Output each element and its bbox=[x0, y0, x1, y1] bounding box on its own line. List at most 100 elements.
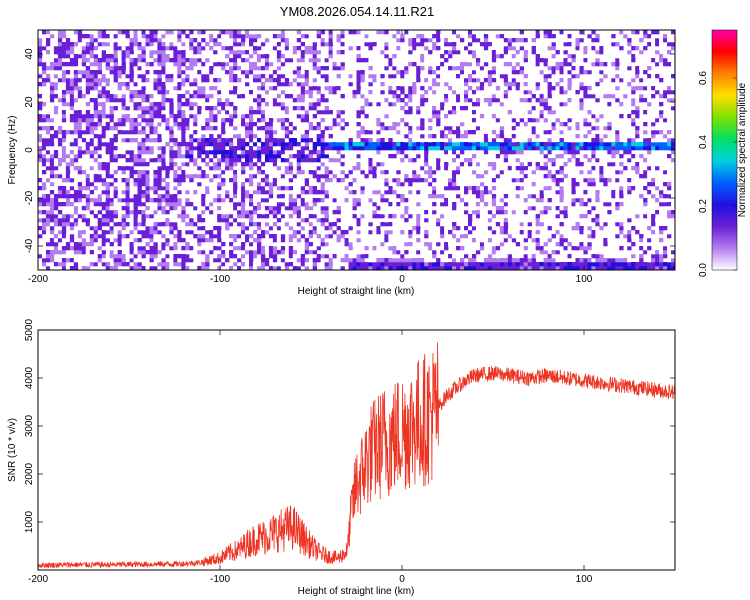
spectrogram-cell bbox=[185, 154, 190, 159]
spectrogram-cell bbox=[300, 206, 306, 211]
spectrogram-cell bbox=[364, 266, 369, 270]
spectrogram-cell bbox=[197, 222, 202, 227]
spectrogram-cell bbox=[412, 114, 417, 119]
spectrogram-cell bbox=[189, 78, 194, 83]
spectrogram-cell bbox=[332, 46, 337, 51]
spectrogram-cell bbox=[189, 134, 194, 139]
spectrogram-cell bbox=[272, 214, 278, 219]
spectrogram-cell bbox=[491, 134, 497, 139]
spectrogram-cell bbox=[352, 266, 357, 270]
spectrogram-cell bbox=[344, 242, 349, 247]
spectrogram-cell bbox=[336, 162, 341, 167]
spectrogram-cell bbox=[53, 158, 59, 163]
spectrogram-cell bbox=[137, 174, 142, 179]
spectrogram-cell bbox=[296, 234, 302, 239]
spectrogram-cell bbox=[479, 242, 485, 247]
spectrogram-cell bbox=[161, 86, 166, 91]
spectrogram-cell bbox=[288, 106, 294, 111]
spectrogram-cell bbox=[460, 186, 465, 191]
spectrogram-cell bbox=[332, 94, 337, 99]
spectrogram-cell bbox=[368, 146, 373, 151]
spectrogram-cell bbox=[97, 142, 102, 147]
spectrogram-cell bbox=[165, 154, 170, 159]
spectrogram-cell bbox=[456, 38, 461, 43]
spectrogram-cell bbox=[129, 170, 134, 175]
spectrogram-cell bbox=[260, 142, 266, 147]
spectrogram-cell bbox=[77, 246, 83, 251]
spectrogram-cell bbox=[424, 158, 429, 163]
spectrogram-cell bbox=[356, 94, 361, 99]
spectrogram-cell bbox=[217, 42, 222, 47]
spectrogram-cell bbox=[101, 258, 106, 263]
spectrogram-cell bbox=[495, 178, 501, 183]
spectrogram-cell bbox=[209, 198, 214, 203]
spectrogram-cell bbox=[105, 242, 110, 247]
spectrogram-cell bbox=[463, 106, 469, 111]
spectrogram-cell bbox=[440, 86, 445, 91]
spectrogram-cell bbox=[141, 82, 146, 87]
spectrogram-cell bbox=[173, 38, 178, 43]
spectrogram-cell bbox=[348, 74, 353, 79]
spectrogram-cell bbox=[41, 138, 47, 143]
spectrogram-cell bbox=[388, 214, 393, 219]
spectrogram-cell bbox=[320, 238, 325, 243]
spectrogram-cell bbox=[201, 126, 206, 131]
spectrogram-cell bbox=[241, 110, 246, 115]
spectrogram-cell bbox=[288, 222, 294, 227]
spectrogram-cell bbox=[49, 134, 55, 139]
spectrogram-cell bbox=[81, 74, 87, 79]
spectrogram-cell bbox=[97, 238, 102, 243]
spectrogram-cell bbox=[416, 170, 421, 175]
spectrogram-cell bbox=[340, 146, 345, 151]
spectrogram-cell bbox=[177, 98, 182, 103]
spectrogram-cell bbox=[376, 162, 381, 167]
spectrogram-cell bbox=[177, 222, 182, 227]
spectrogram-cell bbox=[460, 118, 465, 123]
spectrogram-cell bbox=[460, 62, 465, 67]
spectrogram-cell bbox=[348, 78, 353, 83]
spectrogram-cell bbox=[169, 262, 174, 267]
spectrogram-cell bbox=[276, 162, 282, 167]
spectrogram-cell bbox=[252, 94, 258, 99]
spectrogram-cell bbox=[177, 266, 182, 270]
spectrogram-cell bbox=[404, 130, 409, 135]
spectrogram-cell bbox=[201, 138, 206, 143]
spectrogram-cell bbox=[201, 174, 206, 179]
spectrogram-cell bbox=[384, 206, 389, 211]
spectrogram-cell bbox=[483, 202, 489, 207]
spectrogram-cell bbox=[193, 234, 198, 239]
spectrogram-cell bbox=[209, 138, 214, 143]
spectrogram-cell bbox=[49, 86, 55, 91]
spectrogram-cell bbox=[69, 222, 75, 227]
spectrogram-cell bbox=[81, 234, 87, 239]
spectrogram-cell bbox=[356, 106, 361, 111]
spectrogram-cell bbox=[221, 118, 226, 123]
spectrogram-cell bbox=[324, 238, 329, 243]
spectrogram-cell bbox=[364, 214, 369, 219]
spectrogram-cell bbox=[300, 34, 306, 39]
spectrogram-cell bbox=[280, 174, 286, 179]
spectrogram-cell bbox=[487, 254, 493, 259]
spectrogram-cell bbox=[312, 230, 317, 235]
spectrogram-cell bbox=[121, 186, 126, 191]
spectrogram-cell bbox=[149, 174, 154, 179]
spectrogram-cell bbox=[408, 258, 413, 263]
spectrogram-cell bbox=[495, 70, 501, 75]
spectrogram-cell bbox=[221, 158, 226, 163]
spectrogram-cell bbox=[475, 262, 481, 267]
spectrogram-cell bbox=[300, 266, 306, 270]
spectrogram-cell bbox=[73, 182, 79, 187]
spectrogram-cell bbox=[97, 194, 102, 199]
spectrogram-cell bbox=[280, 170, 286, 175]
spectrogram-cell bbox=[340, 50, 345, 55]
spectrogram-cell bbox=[157, 250, 162, 255]
spectrogram-cell bbox=[105, 74, 110, 79]
spectrogram-cell bbox=[101, 30, 106, 35]
spectrogram-cell bbox=[205, 262, 210, 267]
spectrogram-cell bbox=[272, 258, 278, 263]
spectrogram-cell bbox=[41, 218, 47, 223]
spectrogram-cell bbox=[432, 62, 437, 67]
spectrogram-cell bbox=[53, 118, 59, 123]
spectrogram-cell bbox=[197, 162, 202, 167]
spectrogram-cell bbox=[328, 218, 333, 223]
